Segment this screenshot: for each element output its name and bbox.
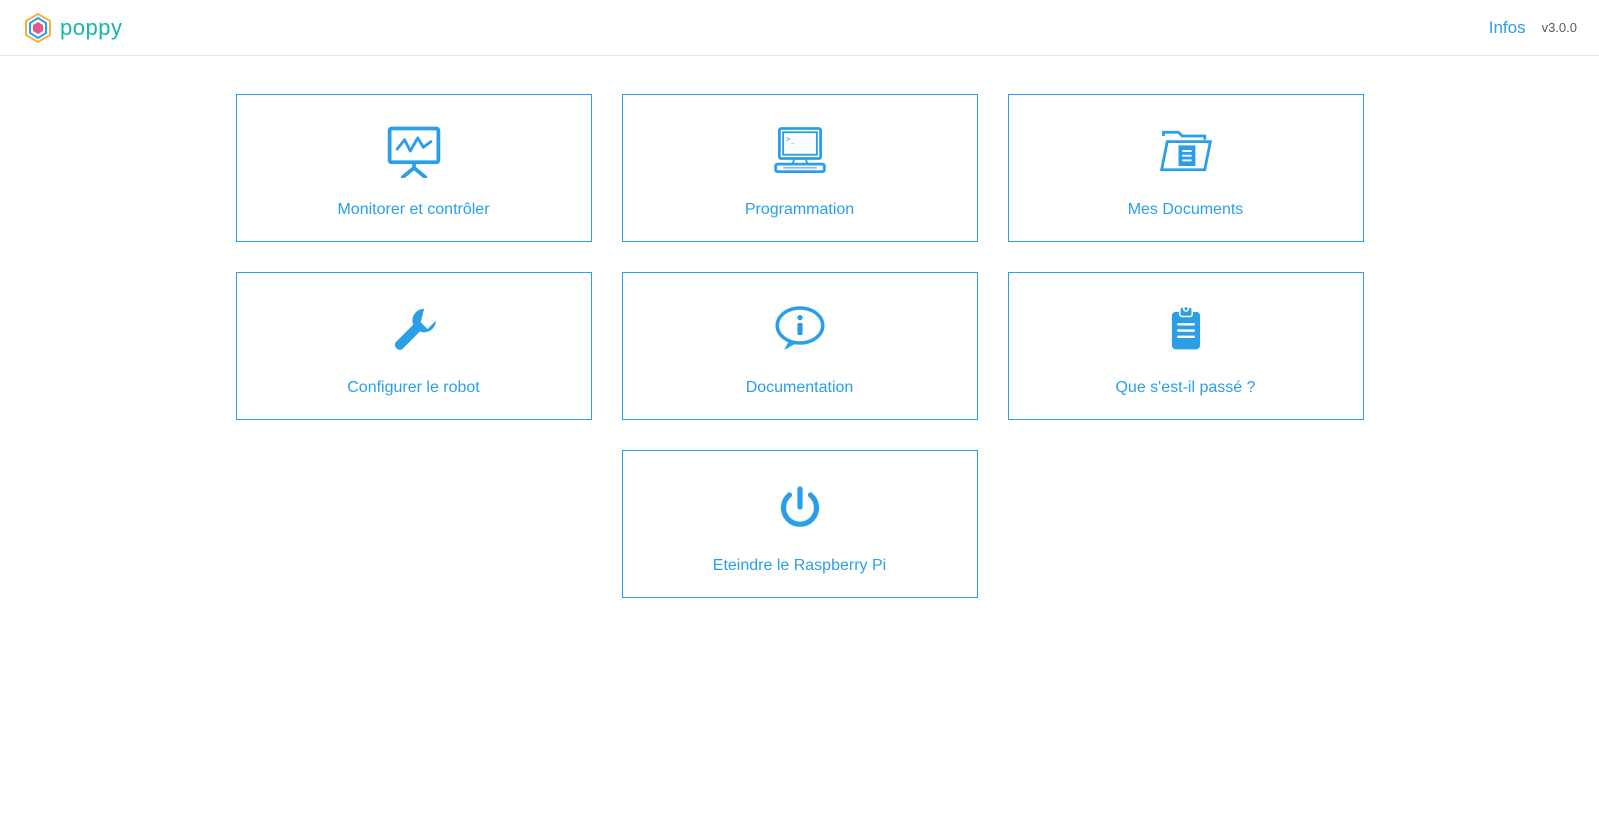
card-grid: Monitorer et contrôler >_ Programmation (236, 94, 1364, 598)
card-label: Programmation (745, 201, 854, 219)
logo[interactable]: poppy (22, 12, 122, 44)
card-label: Monitorer et contrôler (337, 201, 489, 219)
main: Monitorer et contrôler >_ Programmation (0, 56, 1599, 598)
poppy-logo-icon (22, 12, 54, 44)
documents-card[interactable]: Mes Documents (1008, 94, 1364, 242)
infos-link[interactable]: Infos (1489, 18, 1526, 38)
card-label: Mes Documents (1128, 201, 1244, 219)
documentation-card[interactable]: Documentation (622, 272, 978, 420)
card-label: Eteindre le Raspberry Pi (713, 557, 886, 575)
wrench-icon (384, 301, 444, 357)
card-label: Documentation (746, 379, 854, 397)
brand-text: poppy (60, 15, 122, 41)
program-card[interactable]: >_ Programmation (622, 94, 978, 242)
version-text: v3.0.0 (1542, 20, 1577, 35)
monitor-card[interactable]: Monitorer et contrôler (236, 94, 592, 242)
header: poppy Infos v3.0.0 (0, 0, 1599, 56)
folder-documents-icon (1156, 123, 1216, 179)
info-speech-bubble-icon (770, 301, 830, 357)
logs-card[interactable]: Que s'est-il passé ? (1008, 272, 1364, 420)
configure-card[interactable]: Configurer le robot (236, 272, 592, 420)
card-label: Que s'est-il passé ? (1115, 379, 1255, 397)
computer-terminal-icon: >_ (770, 123, 830, 179)
monitor-presentation-icon (384, 123, 444, 179)
shutdown-card[interactable]: Eteindre le Raspberry Pi (622, 450, 978, 598)
card-label: Configurer le robot (347, 379, 480, 397)
clipboard-icon (1156, 301, 1216, 357)
power-icon (770, 479, 830, 535)
svg-text:>_: >_ (785, 135, 795, 144)
header-right: Infos v3.0.0 (1489, 18, 1577, 38)
